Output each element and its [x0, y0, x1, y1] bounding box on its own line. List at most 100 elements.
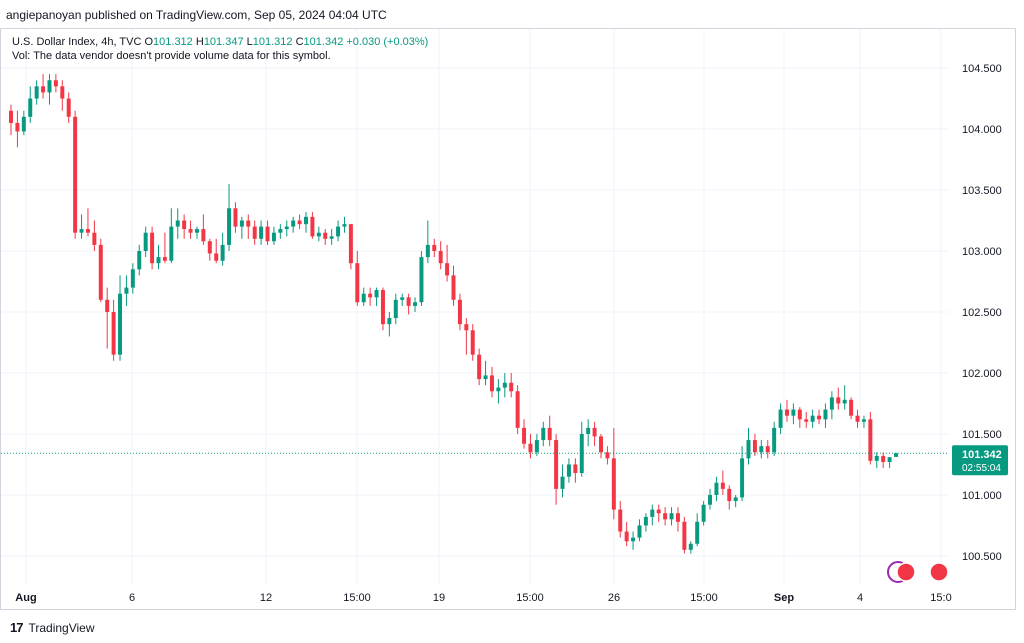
candle-body	[631, 537, 636, 542]
candle-body	[849, 399, 854, 416]
candle	[746, 427, 751, 465]
price-tick-label: 101.000	[962, 490, 1002, 502]
price-tick-label: 104.500	[962, 63, 1002, 75]
candle	[53, 74, 58, 93]
candle-body	[650, 509, 655, 517]
low-label: L	[246, 36, 253, 48]
us-flag-icon[interactable]	[929, 562, 949, 582]
candle	[759, 440, 764, 459]
candle-body	[79, 229, 84, 233]
candle	[445, 244, 450, 282]
candle-body	[156, 257, 161, 264]
candle-body	[554, 440, 559, 489]
price-tick-label: 103.000	[962, 246, 1002, 258]
tradingview-logo-icon[interactable]: 17	[10, 620, 24, 635]
candle-body	[560, 476, 565, 489]
candle	[797, 407, 802, 428]
candle	[849, 397, 854, 420]
brand-label[interactable]: TradingView	[28, 620, 95, 635]
candle-body	[464, 324, 469, 331]
candle	[784, 399, 789, 422]
candle-body	[605, 452, 610, 459]
symbol-label: U.S. Dollar Index, 4h, TVC	[12, 36, 142, 48]
candle-body	[239, 220, 244, 227]
candle	[98, 238, 103, 303]
candle	[66, 92, 71, 123]
candle-body	[874, 455, 879, 461]
chart-frame[interactable]	[0, 28, 1016, 610]
candle-body	[21, 116, 26, 132]
candle	[374, 287, 379, 306]
candle-body	[284, 226, 289, 230]
candle	[592, 421, 597, 447]
candle	[188, 220, 193, 239]
candle-body	[387, 318, 392, 325]
high-label: H	[195, 36, 204, 48]
time-tick-label: Sep	[774, 592, 794, 604]
candle	[233, 202, 238, 233]
us-flag-icon[interactable]	[896, 562, 916, 582]
price-tick-label: 103.500	[962, 185, 1002, 197]
candle-body	[374, 290, 379, 298]
candle-body	[829, 397, 834, 410]
candle	[586, 419, 591, 447]
candle	[695, 513, 700, 547]
candle-body	[425, 244, 430, 258]
candle	[817, 409, 822, 425]
candle	[368, 287, 373, 306]
candle-body	[53, 80, 58, 87]
price-tick-label: 104.000	[962, 124, 1002, 136]
candle-body	[682, 521, 687, 550]
candle	[682, 516, 687, 554]
candle	[92, 220, 97, 251]
candle-body	[323, 232, 328, 239]
candle-body	[92, 232, 97, 245]
candle	[855, 409, 860, 428]
chart-legend: U.S. Dollar Index, 4h, TVC O101.312 H101…	[12, 34, 428, 50]
candle-body	[98, 244, 103, 300]
candle	[162, 232, 167, 264]
candle-body	[406, 297, 411, 306]
candle	[380, 287, 385, 331]
candle	[393, 293, 398, 325]
candle-body	[573, 464, 578, 473]
candle-body	[759, 446, 764, 453]
candle-body	[342, 224, 347, 227]
candle	[650, 504, 655, 526]
candle-body	[489, 375, 494, 392]
candle-body	[855, 415, 860, 422]
candle	[701, 501, 706, 526]
candle	[194, 226, 199, 239]
candle	[502, 372, 507, 398]
candle	[143, 226, 148, 258]
candle-body	[194, 229, 199, 233]
price-tick-label: 100.500	[962, 551, 1002, 563]
time-tick-label: 15:00	[343, 592, 371, 604]
candle	[637, 519, 642, 542]
candle	[740, 446, 745, 502]
candle	[457, 293, 462, 331]
candle-body	[214, 253, 219, 261]
candle-body	[637, 525, 642, 538]
candle	[772, 421, 777, 456]
candle	[509, 372, 514, 398]
candle	[406, 293, 411, 315]
candle	[156, 244, 161, 270]
candle-body	[688, 543, 693, 550]
candle	[432, 238, 437, 258]
bar-countdown: 02:55:04	[962, 463, 1001, 474]
candle-body	[201, 229, 206, 242]
candle	[605, 446, 610, 465]
candle-body	[233, 208, 238, 227]
candle-body	[541, 427, 546, 441]
candle	[79, 214, 84, 239]
candle	[804, 412, 809, 428]
candle	[515, 385, 520, 434]
volume-note: Vol: The data vendor doesn't provide vol…	[12, 50, 331, 62]
candle-body	[393, 299, 398, 319]
candle-body	[746, 440, 751, 459]
chart-grid	[1, 29, 948, 584]
candle-body	[419, 257, 424, 303]
candle	[348, 224, 353, 270]
